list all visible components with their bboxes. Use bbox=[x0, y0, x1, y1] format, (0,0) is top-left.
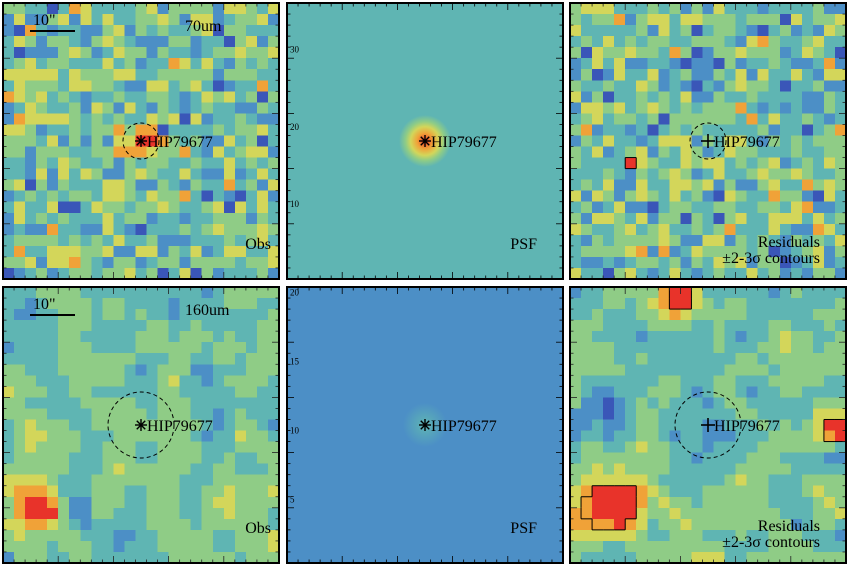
target-star-marker bbox=[419, 419, 431, 431]
target-label: HIP79677 bbox=[147, 134, 213, 151]
panel-label-psf: PSF bbox=[510, 236, 537, 253]
panel-frame bbox=[569, 286, 847, 564]
psf-axis-tick-labels: 30 20 10 bbox=[290, 45, 300, 210]
psf-tick-label: 15 bbox=[290, 356, 300, 366]
axis-ticks bbox=[570, 287, 846, 563]
scale-bar: 10" bbox=[30, 12, 75, 32]
panel-2-1: HIP79677 10" 160um Obs bbox=[2, 286, 280, 564]
panel-1-1: HIP79677 10" 70um Obs bbox=[2, 2, 280, 280]
target-label: HIP79677 bbox=[147, 418, 213, 435]
psf-tick-label: 10 bbox=[290, 425, 300, 435]
pixel-map bbox=[570, 287, 847, 564]
target-star-marker bbox=[419, 135, 431, 147]
psf-tick-label: 20 bbox=[290, 287, 300, 297]
target-label: HIP79677 bbox=[714, 134, 780, 151]
scale-bar-label: 10" bbox=[33, 12, 56, 29]
scale-bar: 10" bbox=[30, 296, 75, 316]
panel-label-contours: ±2-3σ contours bbox=[722, 250, 820, 267]
panel-frame bbox=[286, 2, 564, 280]
target-plus-marker bbox=[701, 418, 715, 432]
panel-1-2: 30 20 10 HIP79677 PSF bbox=[286, 2, 564, 280]
scale-bar-label: 10" bbox=[33, 296, 56, 313]
aperture-circle bbox=[122, 122, 160, 160]
target-label: HIP79677 bbox=[431, 418, 497, 435]
band-label: 70um bbox=[185, 18, 222, 35]
target-label: HIP79677 bbox=[714, 418, 780, 435]
panel-frame bbox=[2, 286, 280, 564]
panel-2-3: HIP79677 Residuals±2-3σ contours bbox=[569, 286, 847, 564]
panel-label-residuals: Residuals bbox=[758, 518, 820, 535]
panel-label-obs: Obs bbox=[245, 236, 271, 253]
target-star-marker bbox=[135, 419, 147, 431]
panel-frame bbox=[569, 2, 847, 280]
panel-label-obs: Obs bbox=[245, 520, 271, 537]
panel-1-3: HIP79677 Residuals±2-3σ contours bbox=[569, 2, 847, 280]
pixel-map bbox=[570, 3, 847, 280]
target-plus-marker bbox=[701, 134, 715, 148]
psf-axis-tick-labels: 20 15 10 5 bbox=[290, 287, 300, 504]
aperture-circle bbox=[674, 391, 742, 459]
pixel-map bbox=[3, 3, 280, 280]
psf-tick-label: 30 bbox=[290, 45, 300, 55]
panel-label-residuals: Residuals bbox=[758, 234, 820, 251]
target-star-marker bbox=[135, 135, 147, 147]
panel-frame bbox=[286, 286, 564, 564]
panel-label-psf: PSF bbox=[510, 520, 537, 537]
psf-tick-label: 20 bbox=[290, 122, 300, 132]
residual-contours bbox=[624, 157, 637, 170]
aperture-circle bbox=[107, 391, 175, 459]
psf-tick-label: 10 bbox=[290, 199, 300, 209]
target-label: HIP79677 bbox=[431, 134, 497, 151]
panel-label-contours: ±2-3σ contours bbox=[722, 534, 820, 551]
psf-tick-label: 5 bbox=[290, 494, 295, 504]
pixel-map bbox=[3, 287, 280, 564]
panel-2-2: 20 15 10 5 HIP79677 PSF bbox=[286, 286, 564, 564]
band-label: 160um bbox=[185, 302, 230, 319]
panel-frame bbox=[2, 2, 280, 280]
aperture-circle bbox=[689, 122, 727, 160]
